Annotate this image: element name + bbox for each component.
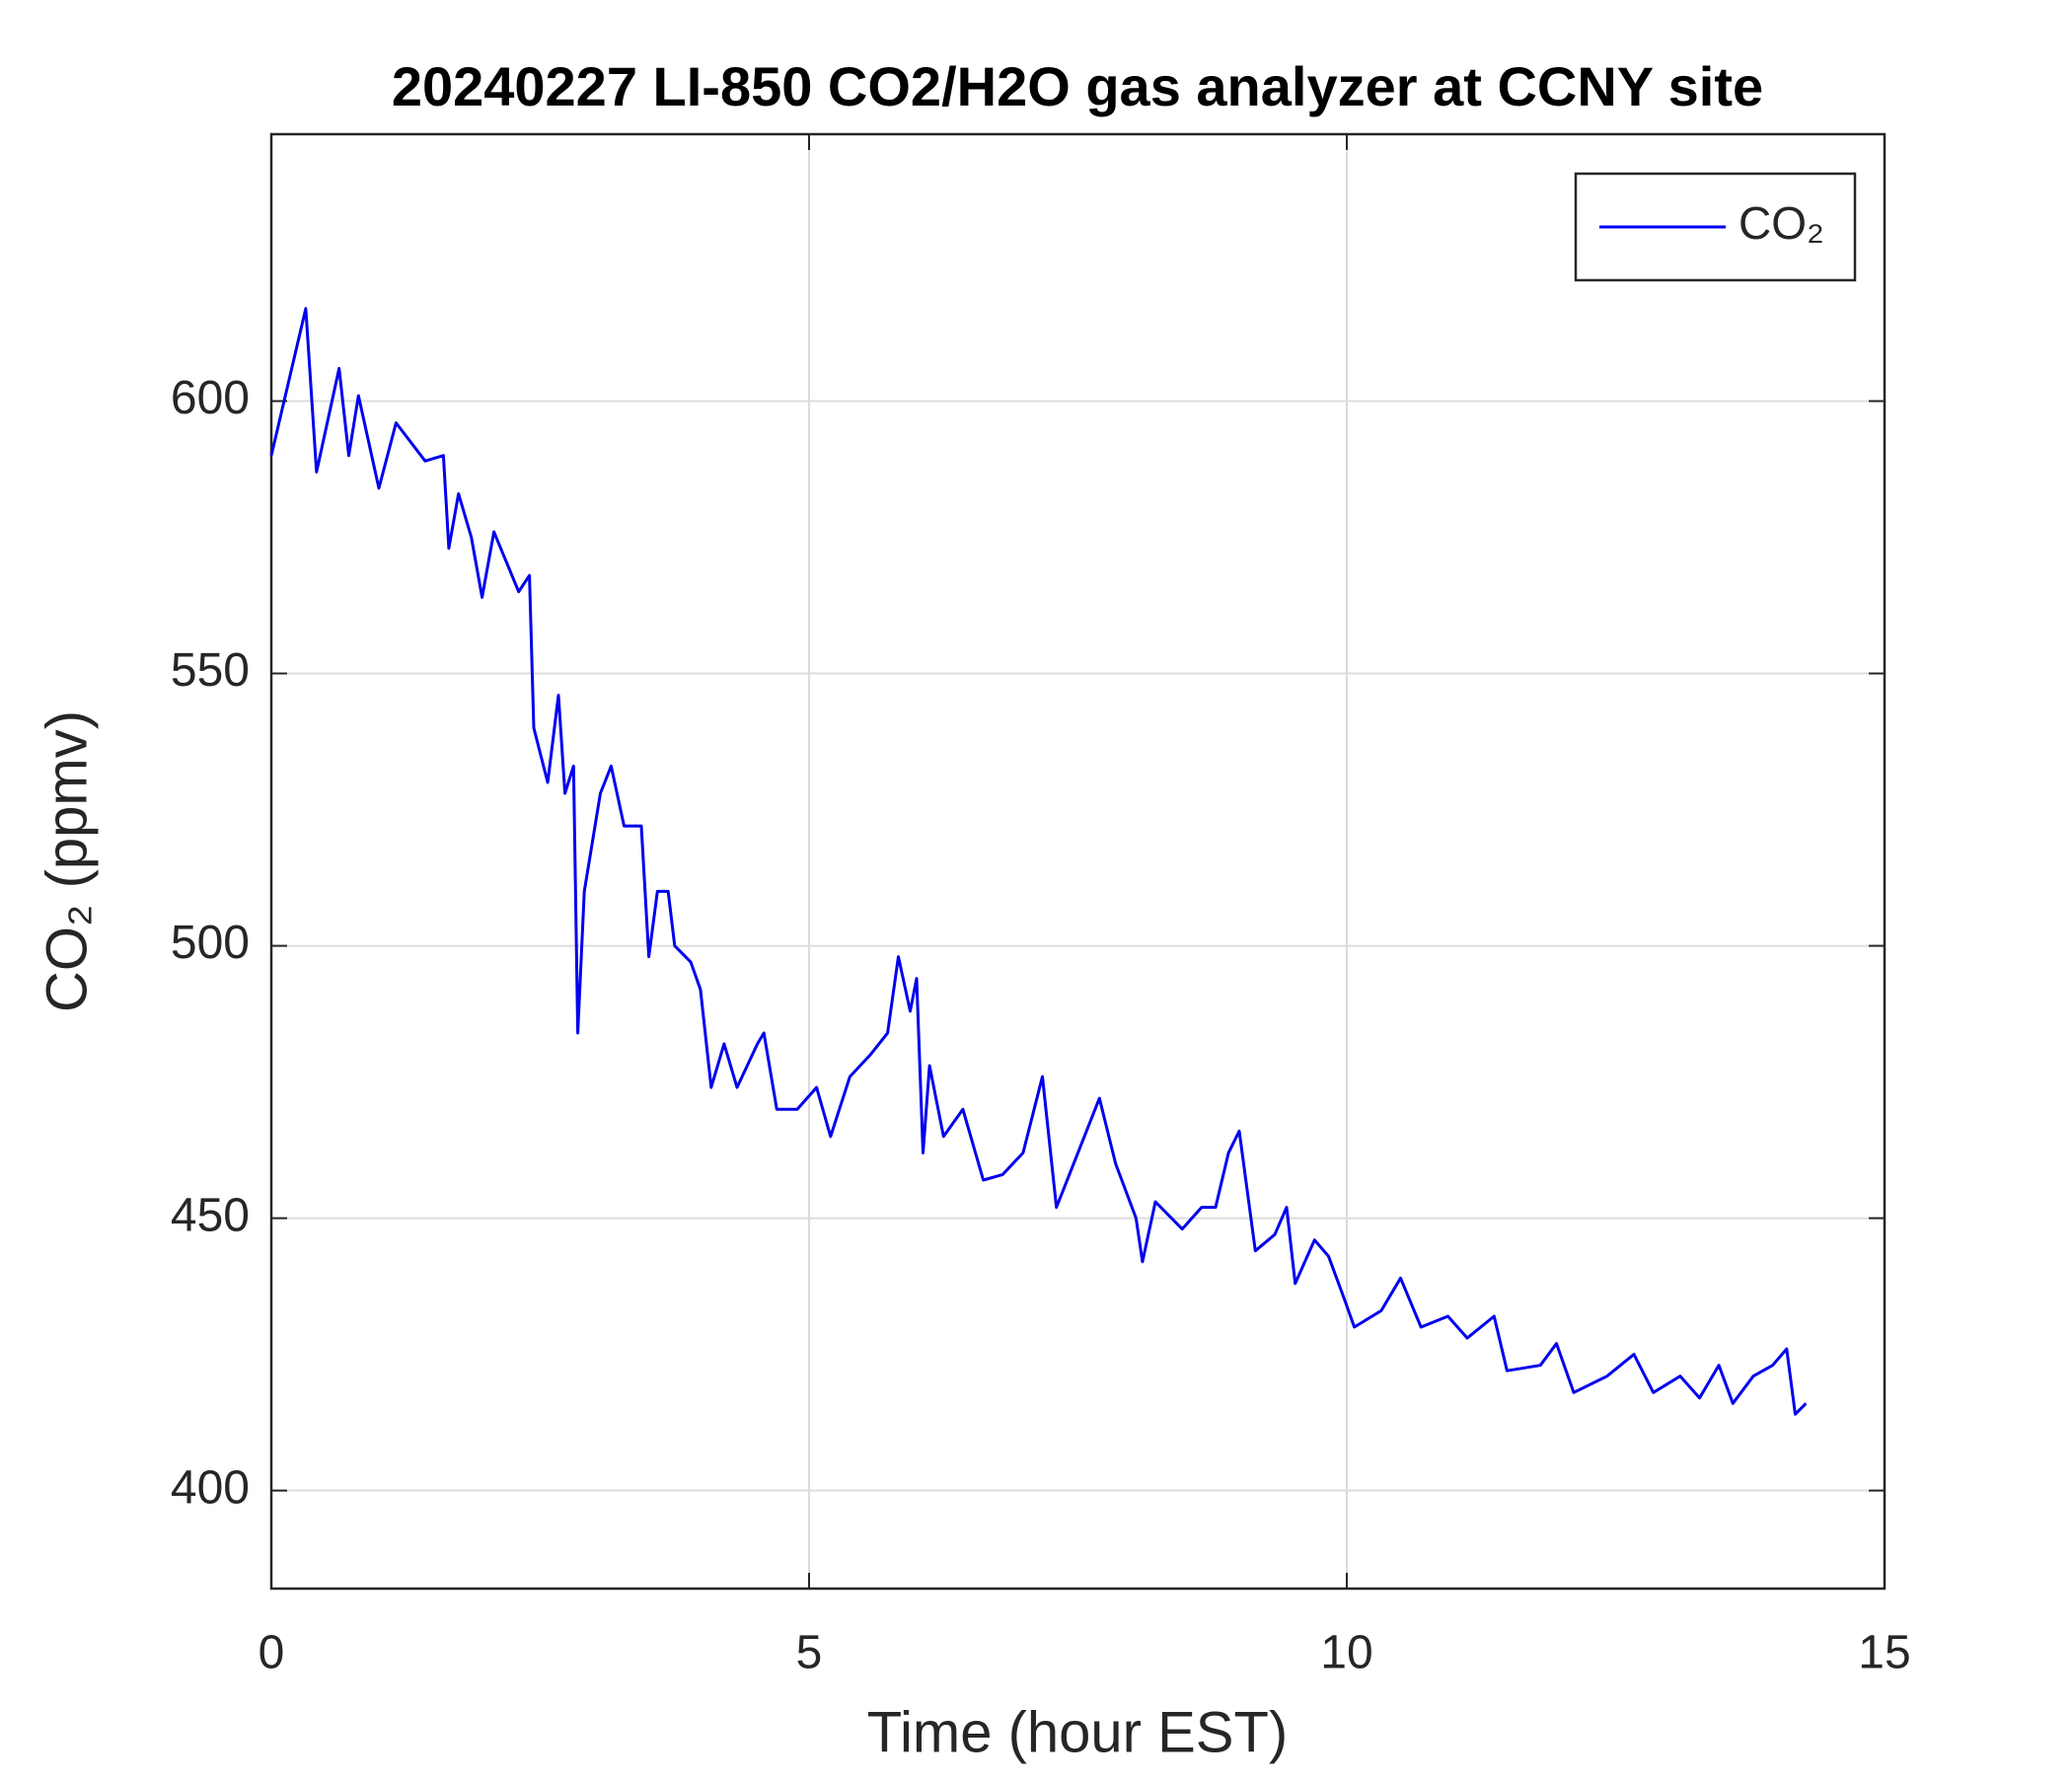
y-tick-label: 550	[171, 644, 250, 697]
plot-frame	[269, 132, 1887, 1591]
y-tick-label: 450	[171, 1189, 250, 1241]
data-line	[269, 307, 1808, 1416]
x-tick-label: 5	[796, 1627, 823, 1679]
y-tick-label: 500	[171, 917, 250, 969]
x-tick-label: 0	[259, 1627, 285, 1679]
y-tick-label: 600	[171, 372, 250, 424]
x-tick-label: 15	[1858, 1627, 1910, 1679]
x-axis-label: Time (hour EST)	[867, 1700, 1288, 1764]
y-axis-label: CO₂ (ppmv)	[35, 710, 99, 1012]
chart-title: 20240227 LI-850 CO2/H2O gas analyzer at …	[392, 55, 1763, 117]
x-tick-label: 10	[1320, 1627, 1372, 1679]
legend-label: CO₂	[1739, 197, 1824, 249]
y-tick-label: 400	[171, 1461, 250, 1514]
